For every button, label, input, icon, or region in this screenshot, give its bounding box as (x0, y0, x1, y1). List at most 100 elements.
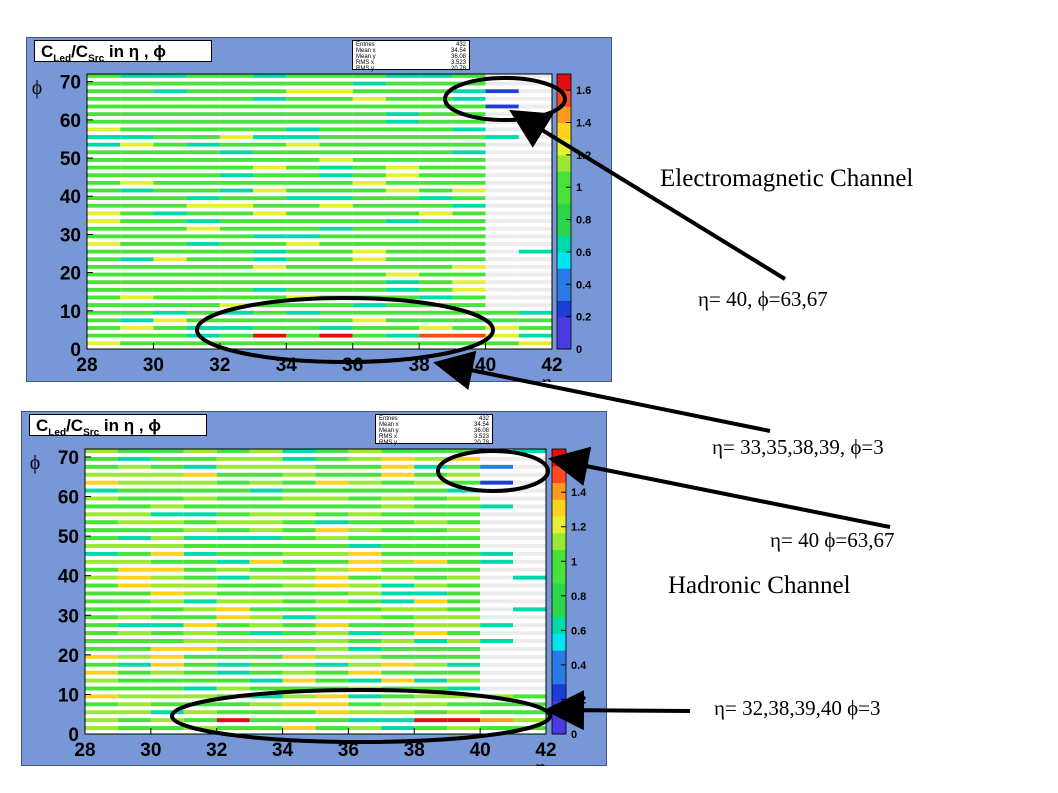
heatmap-cell (414, 694, 448, 699)
heatmap-cell (513, 488, 546, 493)
heatmap-cell (150, 678, 184, 683)
heatmap-cell (249, 694, 283, 699)
heatmap-cell (249, 718, 283, 723)
heatmap-cell (452, 81, 486, 86)
heatmap-cell (485, 272, 519, 277)
heatmap-cell (319, 188, 353, 193)
heatmap-cell (249, 472, 283, 477)
heatmap-cell (153, 112, 187, 117)
heatmap-cell (385, 188, 420, 193)
heatmap-cell (120, 242, 154, 246)
heatmap-cell (120, 135, 154, 139)
heatmap-cell (249, 710, 283, 715)
heatmap-cell (485, 112, 519, 117)
heatmap-cell (414, 520, 448, 525)
heatmap-cell (414, 544, 448, 548)
heatmap-cell (315, 623, 349, 628)
heatmap-cell (513, 504, 546, 509)
heatmap-cell (414, 662, 448, 667)
heatmap-cell (219, 89, 254, 94)
heatmap-cell (85, 710, 118, 715)
heatmap-cell (518, 165, 552, 170)
heatmap-cell (414, 718, 448, 723)
heatmap-cell (480, 607, 514, 612)
heatmap-cell (414, 591, 448, 596)
heatmap-cell (249, 583, 283, 588)
heatmap-cell (153, 173, 187, 178)
heatmap-cell (315, 702, 349, 707)
heatmap-cell (186, 127, 220, 132)
heatmap-svg: 2830323436384042010203040506070ηϕ00.20.4… (32, 73, 592, 382)
heatmap-cell (447, 520, 481, 525)
heatmap-cell (315, 559, 349, 564)
heatmap-cell (219, 295, 254, 300)
heatmap-cell (183, 488, 217, 493)
heatmap-cell (319, 333, 353, 338)
heatmap-cell (452, 112, 486, 117)
y-tick-label: 20 (58, 646, 79, 667)
heatmap-cell (315, 504, 349, 509)
heatmap-cell (348, 678, 382, 683)
heatmap-cell (452, 264, 486, 269)
y-axis-label: ϕ (32, 77, 43, 99)
heatmap-cell (518, 127, 552, 132)
heatmap-cell (117, 591, 151, 596)
heatmap-cell (385, 119, 420, 124)
heatmap-cell (183, 456, 217, 461)
heatmap-cell (319, 264, 353, 269)
y-tick-label: 50 (60, 149, 81, 170)
heatmap-cell (414, 496, 448, 501)
colorbar-segment (552, 566, 566, 584)
heatmap-cell (117, 686, 151, 691)
heatmap-cell (286, 341, 320, 346)
heatmap-cell (381, 702, 415, 707)
heatmap-cell (282, 646, 316, 651)
heatmap-cell (315, 480, 349, 485)
heatmap-cell (518, 219, 552, 223)
heatmap-cell (414, 449, 448, 453)
heatmap-cell (352, 226, 386, 231)
heatmap-cell (216, 536, 250, 541)
stats-box: Entries 432 Mean x 34.54 Mean y 36.08 RMS x… (352, 40, 470, 72)
y-axis-label: ϕ (30, 452, 41, 474)
heatmap-cell (87, 341, 121, 346)
heatmap-cell (183, 615, 217, 620)
heatmap-cell (447, 472, 481, 477)
heatmap-cell (282, 702, 316, 707)
heatmap-cell (150, 654, 184, 659)
colorbar-segment (557, 235, 571, 253)
heatmap-cell (419, 135, 453, 139)
heatmap-cell (348, 464, 382, 469)
heatmap-cell (150, 591, 184, 596)
heatmap-cell (480, 670, 514, 675)
heatmap-cell (352, 158, 386, 162)
heatmap-cell (253, 219, 287, 223)
heatmap-cell (219, 287, 254, 292)
heatmap-cell (219, 257, 254, 262)
heatmap-cell (249, 567, 283, 572)
heatmap-cell (216, 623, 250, 628)
heatmap-cell (485, 142, 519, 147)
heatmap-cell (120, 303, 154, 307)
heatmap-cell (219, 196, 254, 201)
heatmap-cell (183, 694, 217, 699)
heatmap-cell (120, 211, 154, 216)
heatmap-cell (414, 575, 448, 580)
heatmap-cell (480, 544, 514, 548)
heatmap-cell (485, 226, 519, 231)
heatmap-cell (153, 234, 187, 239)
colorbar-segment (557, 219, 571, 237)
heatmap-cell (286, 287, 320, 292)
heatmap-cell (150, 520, 184, 525)
hadronic-bottom-note: η= 32,38,39,40 ϕ=3 (714, 696, 881, 720)
heatmap-cell (414, 726, 448, 731)
heatmap-cell (219, 180, 254, 185)
heatmap-cell (150, 670, 184, 675)
heatmap-cell (414, 646, 448, 651)
heatmap-cell (150, 646, 184, 651)
heatmap-cell (219, 211, 254, 216)
heatmap-cell (447, 456, 481, 461)
heatmap-cell (419, 150, 453, 155)
heatmap-cell (186, 341, 220, 346)
heatmap-cell (87, 219, 121, 223)
